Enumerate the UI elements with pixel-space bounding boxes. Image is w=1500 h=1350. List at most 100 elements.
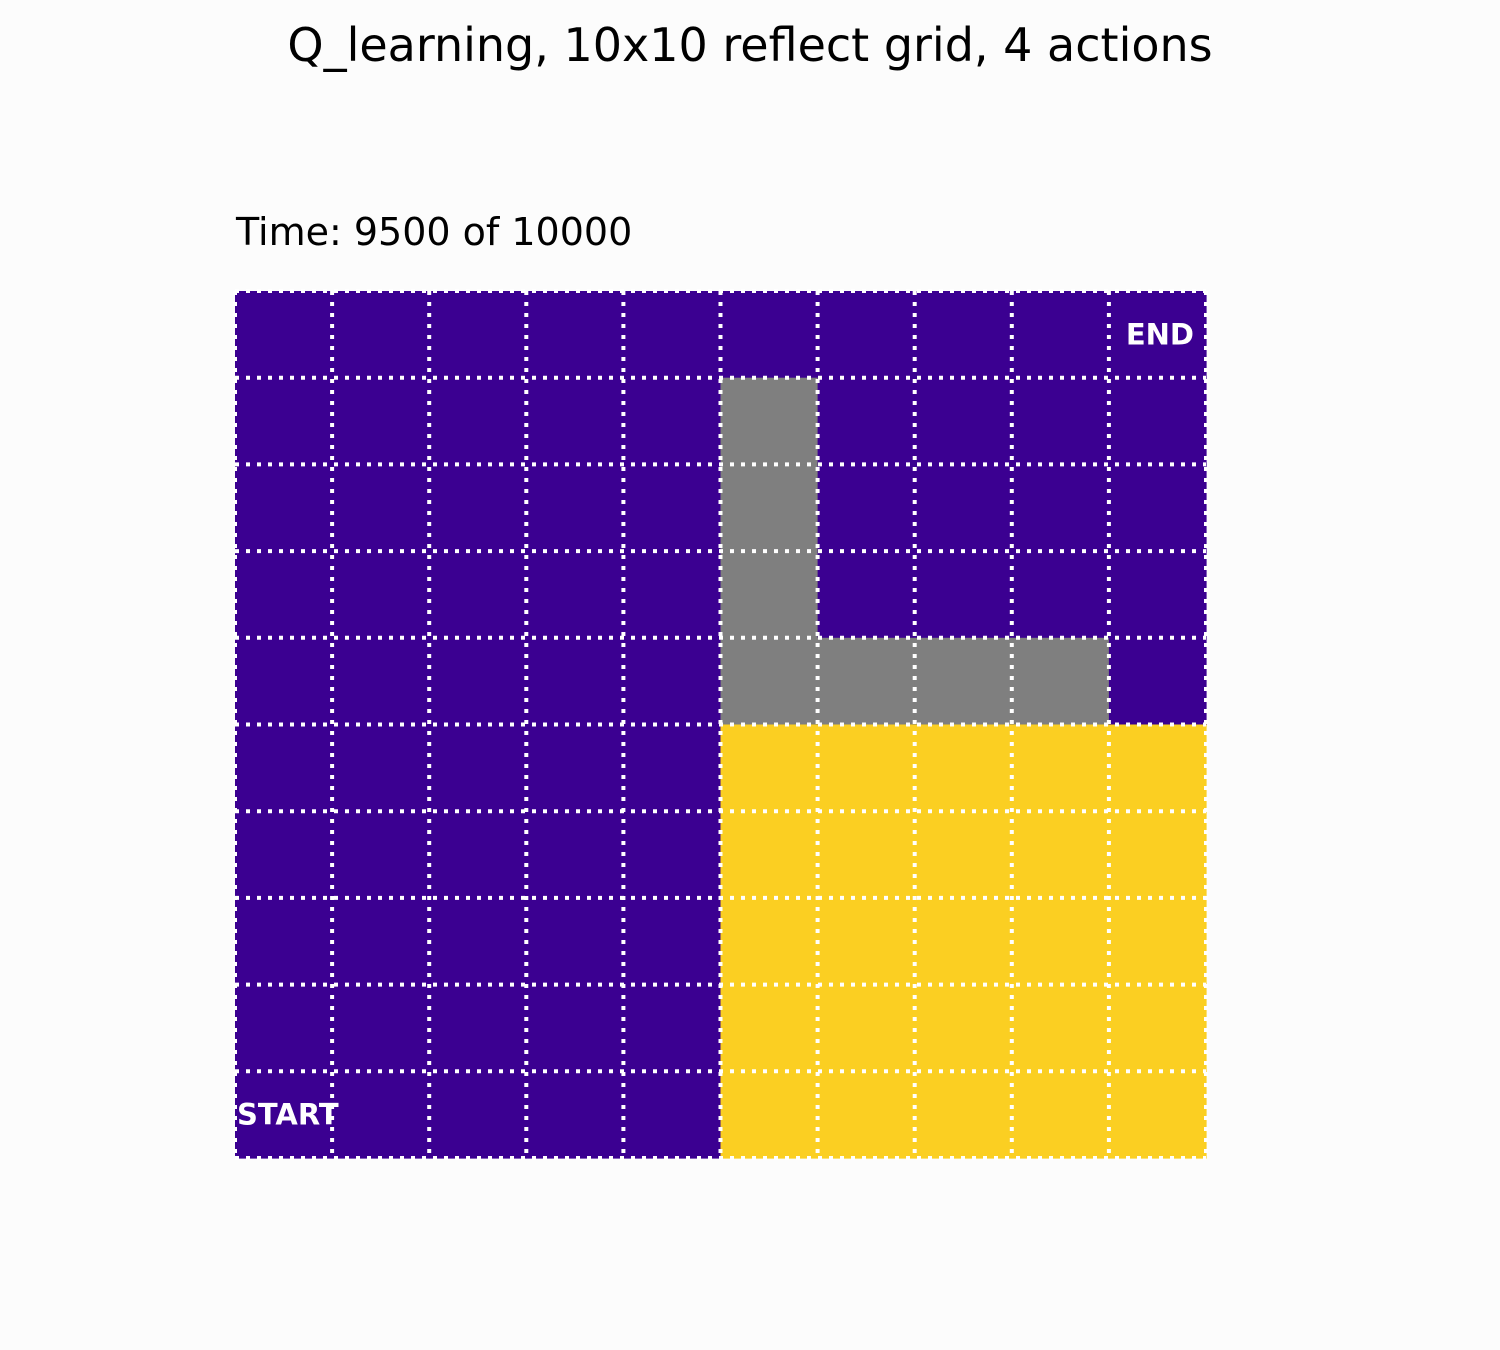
cell-agent-r0-c7: [914, 291, 1013, 379]
cell-obstacle-r4-c5: [720, 637, 819, 726]
end-label: END: [1126, 317, 1194, 351]
cell-goal_region-r8-c5: [720, 984, 819, 1072]
cell-goal_region-r9-c9: [1108, 1071, 1207, 1159]
cell-agent-r7-c4: [623, 897, 722, 986]
cell-agent-r0-c5: [720, 291, 819, 379]
cell-agent-r8-c1: [332, 984, 430, 1072]
labels-layer: END START: [237, 317, 1194, 1131]
cell-goal_region-r6-c6: [817, 811, 916, 899]
cell-goal_region-r7-c9: [1108, 897, 1207, 986]
cell-agent-r3-c3: [526, 551, 624, 639]
cell-agent-r3-c0: [235, 551, 333, 639]
cell-goal_region-r7-c8: [1011, 897, 1110, 986]
cell-agent-r0-c1: [332, 291, 430, 379]
cell-agent-r8-c4: [623, 984, 722, 1072]
cell-agent-r9-c4: [623, 1071, 722, 1159]
cell-goal_region-r9-c6: [817, 1071, 916, 1159]
cell-agent-r0-c9: [1108, 291, 1207, 379]
cell-agent-r6-c0: [235, 811, 333, 899]
cell-goal_region-r9-c5: [720, 1071, 819, 1159]
cell-agent-r3-c8: [1011, 551, 1110, 639]
cell-agent-r7-c1: [332, 897, 430, 986]
cell-goal_region-r8-c7: [914, 984, 1013, 1072]
cell-agent-r1-c9: [1108, 377, 1207, 465]
cell-agent-r6-c4: [623, 811, 722, 899]
cell-agent-r2-c7: [914, 464, 1013, 552]
cell-agent-r2-c8: [1011, 464, 1110, 552]
cell-agent-r4-c1: [332, 637, 430, 726]
cell-agent-r7-c0: [235, 897, 333, 986]
cell-agent-r5-c0: [235, 724, 333, 812]
cell-agent-r4-c9: [1108, 637, 1207, 726]
chart-title: Q_learning, 10x10 reflect grid, 4 action…: [287, 18, 1213, 72]
cell-goal_region-r9-c7: [914, 1071, 1013, 1159]
cell-goal_region-r5-c7: [914, 724, 1013, 812]
cell-agent-r1-c0: [235, 377, 333, 465]
cell-agent-r2-c2: [429, 464, 527, 552]
cell-goal_region-r8-c8: [1011, 984, 1110, 1072]
cell-agent-r2-c0: [235, 464, 333, 552]
cell-agent-r4-c2: [429, 637, 527, 726]
cell-agent-r0-c6: [817, 291, 916, 379]
cell-agent-r2-c6: [817, 464, 916, 552]
cell-obstacle-r4-c8: [1011, 637, 1110, 726]
cell-agent-r0-c4: [623, 291, 722, 379]
cell-obstacle-r4-c7: [914, 637, 1013, 726]
cell-agent-r1-c7: [914, 377, 1013, 465]
cell-agent-r1-c2: [429, 377, 527, 465]
cell-goal_region-r9-c8: [1011, 1071, 1110, 1159]
cell-agent-r4-c4: [623, 637, 722, 726]
cell-goal_region-r6-c5: [720, 811, 819, 899]
gridlines-layer: [233, 289, 1208, 1160]
cell-agent-r3-c2: [429, 551, 527, 639]
cell-goal_region-r8-c9: [1108, 984, 1207, 1072]
cell-agent-r9-c1: [332, 1071, 430, 1159]
cells-layer: [235, 291, 1207, 1159]
cell-goal_region-r5-c5: [720, 724, 819, 812]
cell-agent-r9-c3: [526, 1071, 624, 1159]
cell-agent-r3-c6: [817, 551, 916, 639]
cell-agent-r0-c8: [1011, 291, 1110, 379]
cell-agent-r9-c2: [429, 1071, 527, 1159]
cell-agent-r1-c8: [1011, 377, 1110, 465]
cell-obstacle-r3-c5: [720, 551, 819, 639]
cell-agent-r2-c1: [332, 464, 430, 552]
cell-agent-r6-c3: [526, 811, 624, 899]
cell-agent-r7-c2: [429, 897, 527, 986]
cell-agent-r0-c2: [429, 291, 527, 379]
cell-goal_region-r6-c7: [914, 811, 1013, 899]
cell-agent-r1-c1: [332, 377, 430, 465]
cell-goal_region-r7-c7: [914, 897, 1013, 986]
cell-goal_region-r7-c5: [720, 897, 819, 986]
cell-agent-r3-c4: [623, 551, 722, 639]
cell-goal_region-r8-c6: [817, 984, 916, 1072]
cell-agent-r4-c0: [235, 637, 333, 726]
cell-agent-r3-c1: [332, 551, 430, 639]
cell-agent-r2-c4: [623, 464, 722, 552]
cell-agent-r7-c3: [526, 897, 624, 986]
cell-agent-r5-c4: [623, 724, 722, 812]
cell-obstacle-r2-c5: [720, 464, 819, 552]
cell-agent-r6-c2: [429, 811, 527, 899]
start-label: START: [237, 1098, 339, 1132]
cell-goal_region-r5-c9: [1108, 724, 1207, 812]
cell-goal_region-r7-c6: [817, 897, 916, 986]
cell-goal_region-r5-c8: [1011, 724, 1110, 812]
cell-goal_region-r5-c6: [817, 724, 916, 812]
cell-agent-r5-c3: [526, 724, 624, 812]
cell-goal_region-r6-c9: [1108, 811, 1207, 899]
cell-agent-r3-c7: [914, 551, 1013, 639]
cell-agent-r9-c0: [235, 1071, 333, 1159]
cell-obstacle-r4-c6: [817, 637, 916, 726]
cell-agent-r4-c3: [526, 637, 624, 726]
cell-goal_region-r6-c8: [1011, 811, 1110, 899]
cell-agent-r5-c1: [332, 724, 430, 812]
cell-agent-r8-c3: [526, 984, 624, 1072]
cell-agent-r1-c6: [817, 377, 916, 465]
cell-agent-r1-c4: [623, 377, 722, 465]
cell-agent-r3-c9: [1108, 551, 1207, 639]
cell-agent-r8-c2: [429, 984, 527, 1072]
cell-agent-r8-c0: [235, 984, 333, 1072]
cell-agent-r2-c3: [526, 464, 624, 552]
